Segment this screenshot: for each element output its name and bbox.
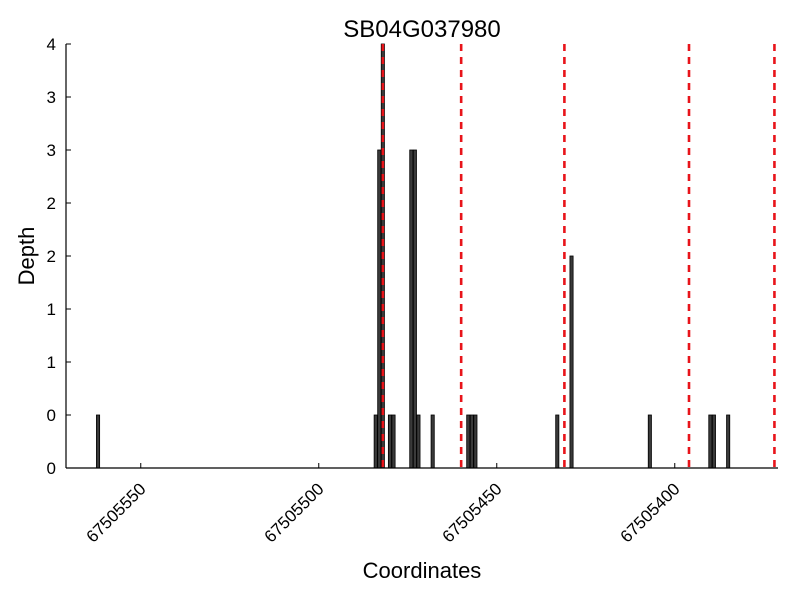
y-tick-label: 1 — [47, 353, 56, 372]
y-tick-label: 2 — [47, 247, 56, 266]
bar — [430, 414, 435, 469]
bar — [409, 149, 414, 469]
y-tick-label: 4 — [47, 35, 56, 54]
y-tick-label: 3 — [47, 88, 56, 107]
y-tick-label: 2 — [47, 194, 56, 213]
y-tick-label: 3 — [47, 141, 56, 160]
y-axis-title: Depth — [14, 227, 39, 286]
bar — [387, 414, 392, 469]
x-tick-label: 67505450 — [439, 479, 506, 546]
y-tick-label: 1 — [47, 300, 56, 319]
x-tick-label: 67505550 — [83, 479, 150, 546]
bar — [416, 414, 421, 469]
bar — [711, 414, 716, 469]
chart-title: SB04G037980 — [343, 16, 500, 43]
bar — [647, 414, 652, 469]
bar — [466, 414, 471, 469]
bar — [569, 255, 574, 469]
x-tick-label: 67505400 — [617, 479, 684, 546]
bar — [412, 149, 417, 469]
vlines-layer — [381, 44, 776, 468]
bar — [555, 414, 560, 469]
x-tick-label: 67505500 — [261, 479, 328, 546]
bar — [708, 414, 713, 469]
bar — [469, 414, 474, 469]
bar — [377, 149, 382, 469]
bar — [726, 414, 731, 469]
bar — [473, 414, 478, 469]
bars-layer — [96, 43, 731, 469]
bar — [373, 414, 378, 469]
y-tick-label: 0 — [47, 406, 56, 425]
y-tick-label: 0 — [47, 459, 56, 478]
bar — [391, 414, 396, 469]
axes-layer — [65, 44, 778, 469]
x-axis-title: Coordinates — [363, 558, 482, 583]
ticks-layer: 0 0 1 1 2 2 3 3 4 67505550 67505500 67505450 6750540… — [47, 35, 684, 546]
bar — [96, 414, 101, 469]
